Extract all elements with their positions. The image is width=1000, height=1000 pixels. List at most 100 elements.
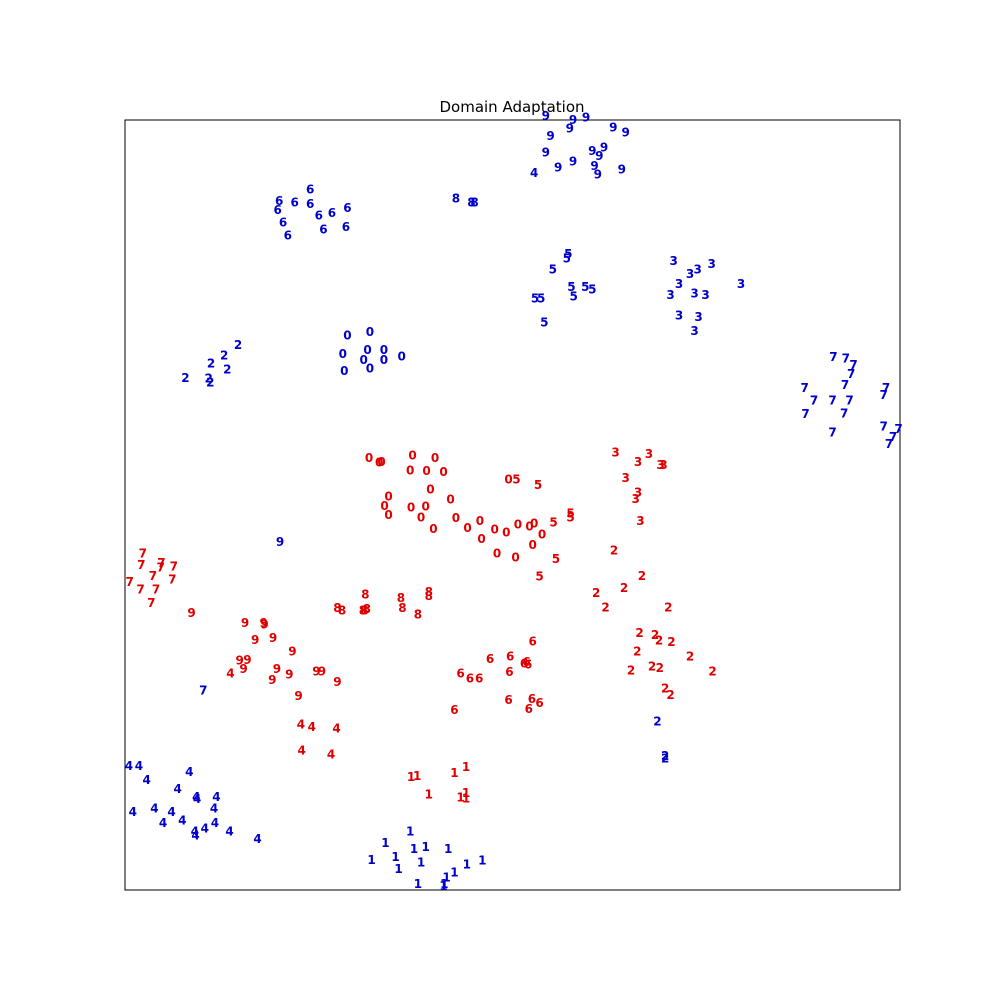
red-point-label-7: 7 — [170, 560, 178, 574]
red-point-label-9: 9 — [187, 606, 195, 620]
blue-point-label-6: 6 — [328, 206, 336, 220]
blue-point-label-1: 1 — [414, 877, 422, 891]
blue-point-label-3: 3 — [694, 262, 702, 276]
blue-point-label-5: 5 — [570, 289, 578, 303]
red-point-label-1: 1 — [450, 766, 458, 780]
blue-point-label-3: 3 — [694, 310, 702, 324]
red-point-label-2: 2 — [648, 660, 656, 674]
blue-point-label-3: 3 — [675, 309, 683, 323]
blue-point-label-9: 9 — [276, 535, 284, 549]
red-point-label-9: 9 — [333, 675, 341, 689]
red-point-label-3: 3 — [656, 458, 664, 472]
blue-point-label-1: 1 — [478, 854, 486, 868]
blue-point-label-7: 7 — [847, 367, 855, 381]
blue-point-label-2: 2 — [653, 714, 661, 728]
red-point-label-8: 8 — [398, 601, 406, 615]
blue-point-label-4: 4 — [253, 832, 261, 846]
blue-point-label-5: 5 — [549, 262, 557, 276]
blue-point-label-9: 9 — [622, 125, 630, 139]
blue-point-label-3: 3 — [708, 257, 716, 271]
red-point-label-6: 6 — [505, 665, 513, 679]
red-point-label-0: 0 — [452, 511, 460, 525]
red-point-label-8: 8 — [414, 607, 422, 621]
red-point-label-2: 2 — [610, 543, 618, 557]
red-point-label-3: 3 — [634, 455, 642, 469]
red-point-label-3: 3 — [645, 447, 653, 461]
red-point-label-6: 6 — [504, 693, 512, 707]
blue-point-label-0: 0 — [366, 362, 374, 376]
red-point-label-0: 0 — [504, 473, 512, 487]
red-point-label-1: 1 — [462, 791, 470, 805]
blue-point-label-1: 1 — [394, 862, 402, 876]
red-point-label-2: 2 — [664, 600, 672, 614]
red-point-label-0: 0 — [439, 465, 447, 479]
blue-point-label-1: 1 — [417, 855, 425, 869]
red-point-label-5: 5 — [552, 552, 560, 566]
blue-point-label-1: 1 — [442, 871, 450, 885]
red-point-label-6: 6 — [475, 671, 483, 685]
red-point-label-0: 0 — [530, 517, 538, 531]
blue-point-label-6: 6 — [279, 215, 287, 229]
blue-point-label-8: 8 — [470, 195, 478, 209]
red-point-label-3: 3 — [622, 471, 630, 485]
red-point-label-6: 6 — [456, 667, 464, 681]
blue-point-label-7: 7 — [880, 388, 888, 402]
blue-point-label-4: 4 — [212, 790, 220, 804]
blue-point-label-5: 5 — [540, 316, 548, 330]
red-point-label-4: 4 — [308, 720, 316, 734]
blue-point-label-2: 2 — [661, 749, 669, 763]
red-point-label-0: 0 — [525, 520, 533, 534]
red-point-label-0: 0 — [365, 451, 373, 465]
red-point-label-0: 0 — [408, 449, 416, 463]
red-point-label-9: 9 — [294, 689, 302, 703]
blue-point-label-0: 0 — [360, 353, 368, 367]
blue-point-label-7: 7 — [801, 381, 809, 395]
red-point-label-9: 9 — [243, 653, 251, 667]
blue-point-label-4: 4 — [167, 805, 175, 819]
blue-point-label-5: 5 — [563, 252, 571, 266]
red-point-label-2: 2 — [666, 688, 674, 702]
blue-point-label-4: 4 — [185, 765, 193, 779]
red-point-label-0: 0 — [429, 522, 437, 536]
blue-point-label-7: 7 — [849, 358, 857, 372]
red-point-label-1: 1 — [425, 788, 433, 802]
blue-point-label-6: 6 — [275, 194, 283, 208]
red-point-label-6: 6 — [529, 634, 537, 648]
blue-point-label-4: 4 — [159, 816, 167, 830]
red-point-label-0: 0 — [380, 499, 388, 513]
blue-point-label-7: 7 — [894, 422, 902, 436]
red-point-label-9: 9 — [260, 616, 268, 630]
blue-point-label-4: 4 — [150, 801, 158, 815]
blue-point-label-4: 4 — [192, 790, 200, 804]
blue-point-label-3: 3 — [690, 324, 698, 338]
red-point-label-2: 2 — [620, 581, 628, 595]
red-point-label-4: 4 — [226, 667, 234, 681]
red-point-label-8: 8 — [360, 604, 368, 618]
blue-point-label-4: 4 — [191, 828, 199, 842]
blue-point-label-2: 2 — [661, 751, 669, 765]
red-point-label-1: 1 — [462, 760, 470, 774]
red-point-label-7: 7 — [139, 547, 147, 561]
red-point-label-2: 2 — [592, 586, 600, 600]
red-point-label-0: 0 — [407, 500, 415, 514]
plot-area-frame — [124, 119, 901, 891]
red-point-label-1: 1 — [462, 786, 470, 800]
blue-point-label-1: 1 — [463, 858, 471, 872]
red-point-label-2: 2 — [601, 600, 609, 614]
blue-point-label-9: 9 — [546, 129, 554, 143]
red-point-label-5: 5 — [512, 473, 520, 487]
red-point-label-3: 3 — [634, 486, 642, 500]
blue-point-label-5: 5 — [567, 280, 575, 294]
blue-point-label-6: 6 — [284, 229, 292, 243]
blue-point-label-7: 7 — [841, 378, 849, 392]
red-point-label-6: 6 — [506, 650, 514, 664]
blue-point-label-7: 7 — [840, 406, 848, 420]
red-point-label-9: 9 — [312, 664, 320, 678]
red-point-label-4: 4 — [332, 721, 340, 735]
red-point-label-9: 9 — [239, 662, 247, 676]
blue-point-label-8: 8 — [467, 195, 475, 209]
red-point-label-8: 8 — [359, 604, 367, 618]
red-point-label-0: 0 — [417, 510, 425, 524]
